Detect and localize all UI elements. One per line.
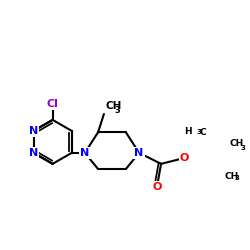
Text: N: N xyxy=(134,148,144,158)
Text: 3: 3 xyxy=(114,106,120,115)
Text: N: N xyxy=(80,148,90,158)
Text: CH: CH xyxy=(230,140,244,148)
Text: H: H xyxy=(184,127,192,136)
Text: Cl: Cl xyxy=(47,99,58,109)
Text: N: N xyxy=(29,148,38,158)
Text: 3: 3 xyxy=(196,128,201,134)
Text: C: C xyxy=(200,128,206,138)
Text: O: O xyxy=(180,153,189,163)
Text: 3: 3 xyxy=(234,175,239,181)
Text: N: N xyxy=(29,126,38,136)
Text: CH: CH xyxy=(105,101,122,111)
Text: CH: CH xyxy=(224,172,238,181)
Text: O: O xyxy=(153,182,162,192)
Text: 3: 3 xyxy=(240,146,245,152)
